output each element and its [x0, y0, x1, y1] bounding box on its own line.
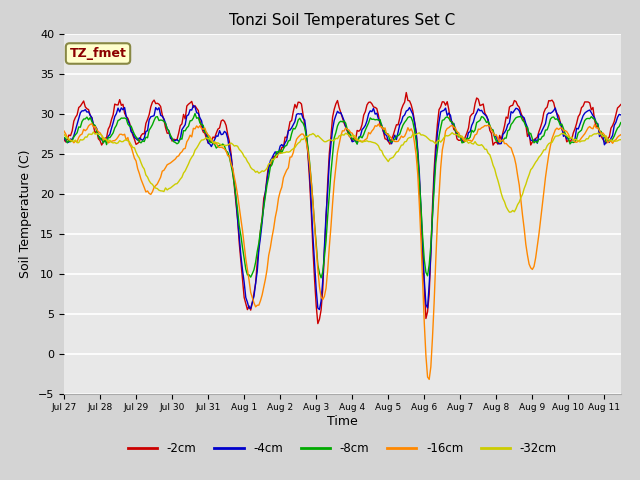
-8cm: [617, 120, 625, 125]
-2cm: [60, 136, 68, 142]
-4cm: [92, 123, 99, 129]
-8cm: [312, 240, 320, 246]
-16cm: [617, 132, 625, 138]
Line: -4cm: -4cm: [64, 106, 621, 310]
-4cm: [312, 286, 320, 292]
Title: Tonzi Soil Temperatures Set C: Tonzi Soil Temperatures Set C: [229, 13, 456, 28]
Line: -2cm: -2cm: [64, 93, 621, 324]
-32cm: [93, 131, 100, 136]
-4cm: [316, 307, 323, 312]
-16cm: [188, 134, 196, 140]
Line: -16cm: -16cm: [64, 124, 621, 379]
-8cm: [111, 125, 118, 131]
-16cm: [60, 128, 68, 134]
-2cm: [111, 101, 118, 107]
-4cm: [617, 112, 625, 118]
-4cm: [553, 112, 561, 118]
-8cm: [60, 134, 68, 140]
-8cm: [92, 122, 99, 128]
-8cm: [540, 133, 548, 139]
-2cm: [310, 276, 318, 282]
Line: -8cm: -8cm: [64, 114, 621, 278]
Legend: -2cm, -4cm, -8cm, -16cm, -32cm: -2cm, -4cm, -8cm, -16cm, -32cm: [123, 437, 562, 460]
-16cm: [88, 121, 96, 127]
-4cm: [540, 124, 548, 130]
-16cm: [93, 127, 100, 132]
-2cm: [540, 109, 548, 115]
-4cm: [111, 114, 118, 120]
-8cm: [317, 275, 325, 281]
-32cm: [540, 147, 548, 153]
-16cm: [540, 189, 548, 195]
-4cm: [60, 135, 68, 141]
-32cm: [113, 141, 120, 146]
-8cm: [186, 118, 194, 124]
-2cm: [617, 102, 625, 108]
-2cm: [92, 130, 99, 136]
Line: -32cm: -32cm: [64, 132, 621, 212]
-32cm: [188, 155, 196, 160]
-2cm: [186, 100, 194, 106]
Y-axis label: Soil Temperature (C): Soil Temperature (C): [19, 149, 33, 278]
-2cm: [314, 321, 322, 326]
-32cm: [506, 209, 513, 215]
-32cm: [90, 129, 97, 135]
-4cm: [189, 103, 197, 108]
-32cm: [312, 134, 320, 140]
-4cm: [186, 107, 194, 113]
-8cm: [553, 116, 561, 122]
-2cm: [553, 111, 561, 117]
X-axis label: Time: Time: [327, 415, 358, 428]
-2cm: [403, 90, 410, 96]
-32cm: [553, 133, 561, 139]
-16cm: [426, 376, 433, 382]
-16cm: [553, 125, 561, 131]
-32cm: [617, 137, 625, 143]
-16cm: [113, 136, 120, 142]
-16cm: [312, 244, 320, 250]
-32cm: [60, 132, 68, 137]
-8cm: [191, 111, 199, 117]
Text: TZ_fmet: TZ_fmet: [70, 47, 127, 60]
